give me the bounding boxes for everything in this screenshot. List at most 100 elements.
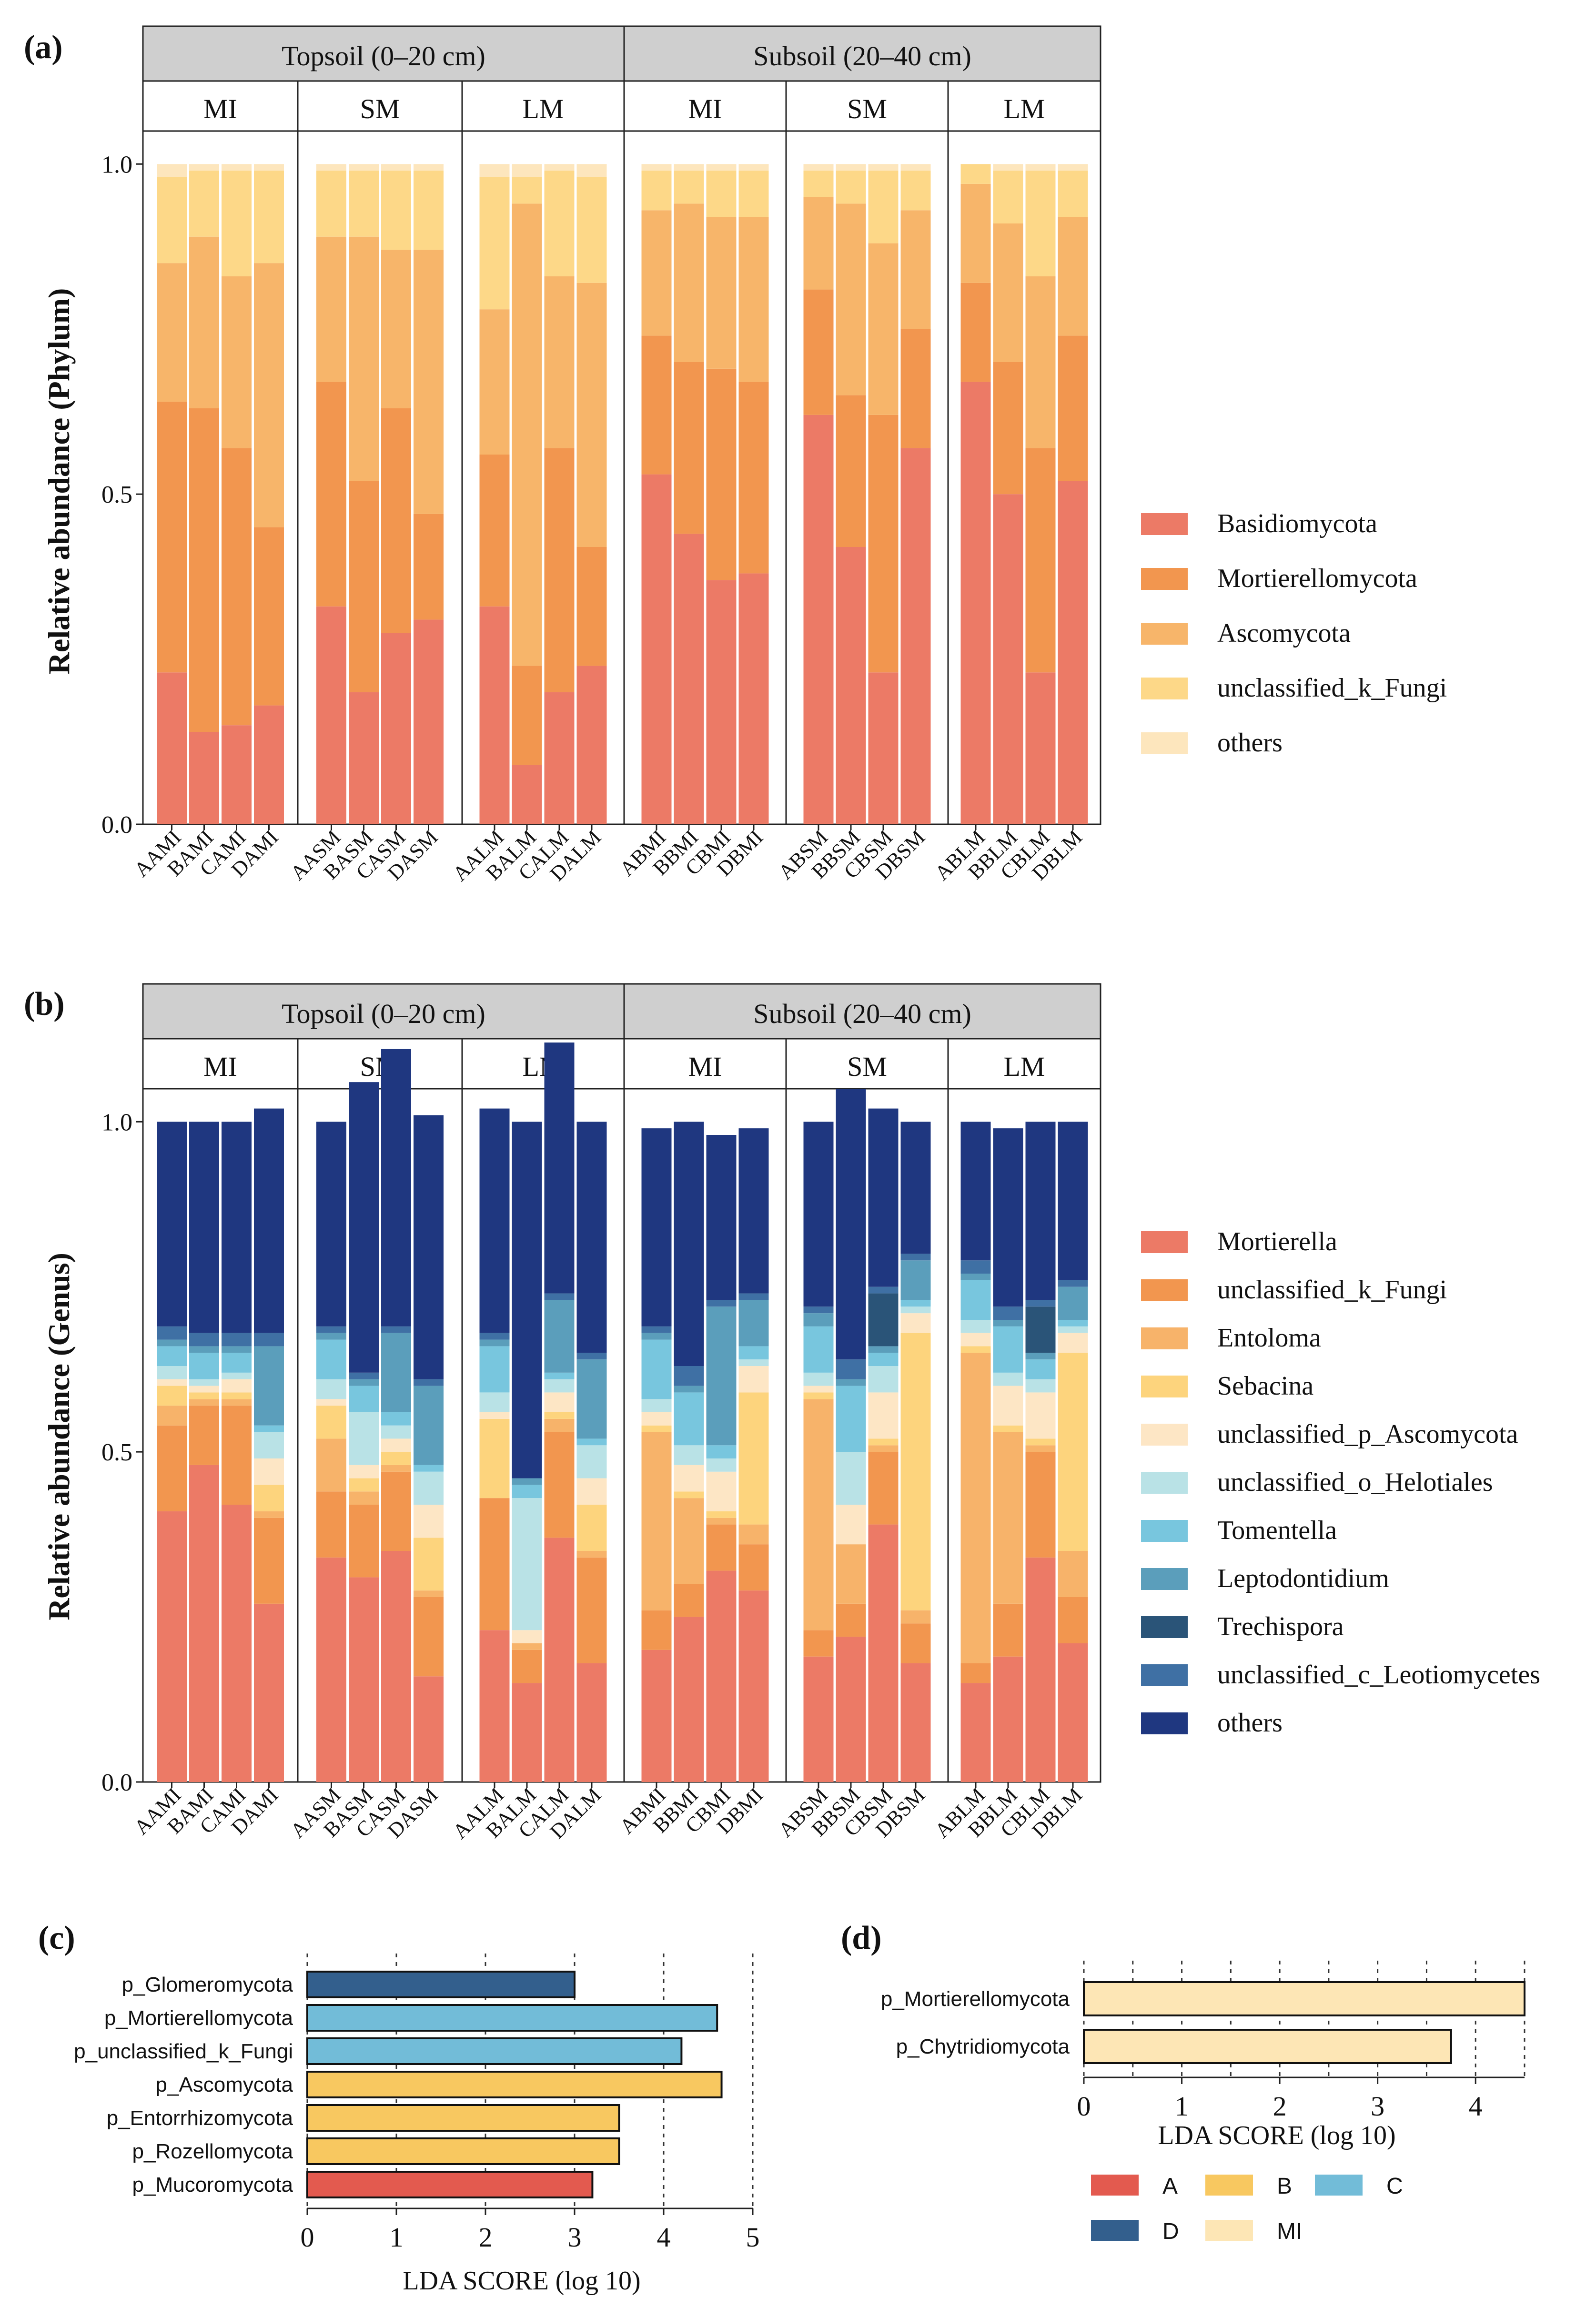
bar-segment (544, 1418, 575, 1432)
bar-segment (1058, 1597, 1088, 1643)
panel-label-b: (b) (24, 986, 65, 1022)
lda-category-label: p_Entorrhizomycota (107, 2106, 293, 2130)
y-tick-label: 0.0 (101, 1769, 132, 1796)
group-header-label: LM (1004, 1051, 1045, 1082)
plot-area-d: p_Mortierellomycota p_Chytridiomycota 0 1 2 3… (881, 1961, 1525, 2122)
x-tick-label: 3 (1371, 2091, 1384, 2122)
legend-swatch (1141, 513, 1188, 535)
bar-segment (836, 1603, 866, 1637)
bar-segment (316, 1406, 346, 1439)
bar-segment (900, 448, 931, 824)
bar-segment (414, 1471, 444, 1505)
bar-segment (544, 1412, 575, 1419)
bar-segment (1058, 164, 1088, 171)
group-header-box (461, 1038, 625, 1090)
bar-segment (900, 329, 931, 448)
bar-segment (479, 455, 510, 607)
bar-segment (900, 1300, 931, 1307)
bar-segment (254, 1603, 284, 1782)
x-tick-label: 3 (568, 2222, 582, 2253)
y-axis-label-a: Relative abundance (Phylum) (42, 288, 76, 675)
bar-segment (576, 1505, 607, 1551)
bar-segment (316, 1491, 346, 1558)
bar-segment (1058, 1353, 1088, 1551)
x-axis-label-d: LDA SCORE (log 10) (1158, 2121, 1395, 2150)
lefse-legend-swatch (1315, 2175, 1363, 2196)
bar-segment (254, 1485, 284, 1511)
bar-segment (254, 1432, 284, 1458)
bar-segment (641, 474, 672, 824)
bar-segment (576, 1353, 607, 1360)
legend-label: Mortierella (1217, 1227, 1337, 1256)
legend-swatch (1141, 1664, 1188, 1686)
bar-segment (349, 1412, 379, 1465)
bar-segment (414, 164, 444, 171)
bar-segment (512, 1498, 542, 1630)
bar-segment (479, 606, 510, 824)
bar-segment (157, 1379, 187, 1386)
legend-label: Trechispora (1217, 1612, 1344, 1641)
bar-segment (1025, 1359, 1056, 1379)
bar-segment (479, 177, 510, 310)
bar-segment (868, 1366, 899, 1393)
bar-segment (993, 1432, 1023, 1604)
bar-segment (738, 171, 769, 217)
bar-segment (222, 725, 252, 824)
bar-segment (836, 203, 866, 395)
bar-segment (157, 1326, 187, 1340)
bar-segment (1058, 1286, 1088, 1320)
group-header-label: SM (847, 93, 887, 124)
bar-segment (414, 1505, 444, 1538)
plot-area-b: Topsoil (0–20 cm) Subsoil (20–40 cm)MIAAM… (101, 983, 1101, 1843)
bar-segment (414, 1465, 444, 1472)
lda-category-label: p_Mortierellomycota (881, 1987, 1070, 2011)
bar-segment (1058, 481, 1088, 824)
lda-bar (306, 2137, 620, 2165)
bar-segment (900, 1122, 931, 1254)
bar-segment (836, 1089, 866, 1360)
bar-segment (1058, 1280, 1088, 1287)
bar-segment (868, 1353, 899, 1366)
bar-segment (189, 1406, 219, 1465)
bar-segment (993, 171, 1023, 223)
lefse-legend-swatch (1205, 2175, 1253, 2196)
bar-segment (706, 1458, 737, 1472)
bar-segment (189, 1399, 219, 1406)
bar-segment (381, 1438, 411, 1452)
legend-swatch (1141, 1231, 1188, 1253)
bar-segment (1025, 1452, 1056, 1558)
bar-segment (381, 1049, 411, 1326)
bar-segment (544, 448, 575, 692)
lda-category-label: p_unclassified_k_Fungi (74, 2040, 293, 2063)
bar-segment (900, 164, 931, 171)
bar-segment (900, 171, 931, 211)
bar-segment (868, 1438, 899, 1446)
bar-segment (993, 1326, 1023, 1373)
bar-segment (803, 1313, 834, 1326)
bar-segment (381, 1471, 411, 1551)
bar-segment (479, 1108, 510, 1333)
lda-category-label: p_Mortierellomycota (104, 2006, 293, 2030)
lda-bar (1083, 2029, 1452, 2064)
lefse-legend-label: C (1386, 2174, 1403, 2199)
bar-segment (316, 236, 346, 382)
bar-segment (706, 164, 737, 171)
bar-segment (479, 1412, 510, 1419)
bar-segment (836, 1637, 866, 1782)
bar-segment (1025, 276, 1056, 448)
bar-segment (189, 1465, 219, 1782)
bar-segment (738, 1359, 769, 1366)
bar-segment (349, 1372, 379, 1379)
bar-segment (349, 1478, 379, 1492)
group-header-box (947, 80, 1101, 132)
lda-bar (306, 2171, 594, 2198)
bar-segment (674, 362, 704, 534)
strip-label-subsoil: Subsoil (20–40 cm) (753, 998, 971, 1029)
bar-segment (706, 217, 737, 369)
bar-segment (157, 1366, 187, 1379)
bar-segment (1025, 1306, 1056, 1353)
bar-segment (993, 362, 1023, 495)
bar-segment (706, 580, 737, 824)
bar-segment (706, 1511, 737, 1518)
lda-bar (306, 2004, 718, 2032)
